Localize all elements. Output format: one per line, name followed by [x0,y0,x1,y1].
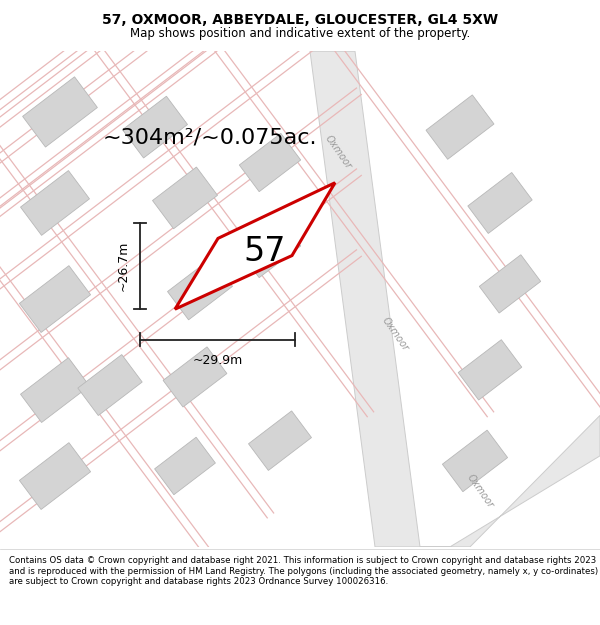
Text: Contains OS data © Crown copyright and database right 2021. This information is : Contains OS data © Crown copyright and d… [9,556,598,586]
Polygon shape [122,96,187,158]
Polygon shape [468,173,532,234]
Text: Oxmoor: Oxmoor [465,472,495,510]
Polygon shape [239,133,301,192]
Polygon shape [19,266,91,332]
Polygon shape [155,438,215,495]
Polygon shape [248,411,311,471]
Polygon shape [310,51,420,547]
Text: Oxmoor: Oxmoor [380,316,410,353]
Polygon shape [420,416,600,547]
Polygon shape [152,167,217,229]
Polygon shape [458,340,522,400]
Text: Map shows position and indicative extent of the property.: Map shows position and indicative extent… [130,27,470,40]
Polygon shape [78,354,142,416]
Polygon shape [20,357,89,422]
Polygon shape [23,77,97,147]
Polygon shape [175,182,335,309]
Text: Oxmoor: Oxmoor [323,134,353,171]
Polygon shape [239,219,301,278]
Polygon shape [442,430,508,492]
Polygon shape [479,255,541,313]
Polygon shape [19,442,91,509]
Polygon shape [167,258,232,320]
Text: ~304m²/~0.075ac.: ~304m²/~0.075ac. [103,127,317,148]
Text: ~26.7m: ~26.7m [117,241,130,291]
Text: ~29.9m: ~29.9m [193,354,242,367]
Text: 57: 57 [244,235,286,268]
Polygon shape [426,95,494,159]
Text: 57, OXMOOR, ABBEYDALE, GLOUCESTER, GL4 5XW: 57, OXMOOR, ABBEYDALE, GLOUCESTER, GL4 5… [102,12,498,27]
Polygon shape [20,171,89,236]
Polygon shape [163,347,227,407]
